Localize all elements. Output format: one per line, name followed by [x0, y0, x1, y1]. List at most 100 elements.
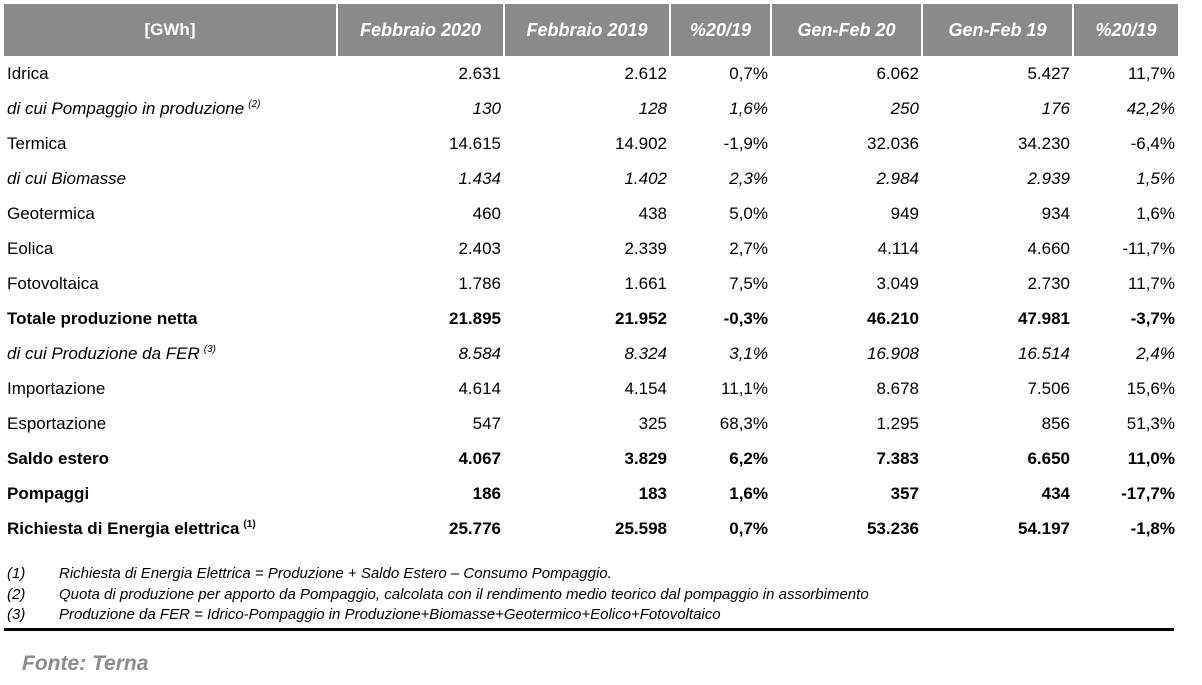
- value-cell: 8.678: [876, 378, 919, 398]
- row-label: Totale produzione netta: [7, 308, 198, 328]
- value-cell: 0,7%: [729, 518, 768, 538]
- table-row: Termica 14.615 14.902 -1,9% 32.036 34.230 -6,4…: [4, 126, 1178, 161]
- value-cell: 14.902: [615, 133, 667, 153]
- row-label: di cui Pompaggio in produzione: [7, 98, 245, 118]
- value-cell: 2.612: [624, 63, 667, 83]
- value-cell: 130: [472, 98, 501, 118]
- header-jan-feb-19: Gen-Feb 19: [922, 4, 1074, 56]
- value-cell: 949: [890, 203, 919, 223]
- value-cell: 25.598: [615, 518, 667, 538]
- value-cell: 1,6%: [729, 483, 768, 503]
- value-cell: 547: [472, 413, 501, 433]
- row-label: Idrica: [7, 63, 49, 83]
- value-cell: 15,6%: [1126, 378, 1175, 398]
- value-cell: 4.114: [877, 238, 919, 258]
- header-jan-feb-20: Gen-Feb 20: [771, 4, 923, 56]
- value-cell: 7.383: [876, 448, 919, 468]
- value-cell: 1.661: [624, 273, 667, 293]
- table-row: di cui Produzione da FER (3) 8.584 8.324 3,1…: [4, 336, 1178, 371]
- table-row: Richiesta di Energia elettrica (1) 25.776 2…: [4, 511, 1178, 546]
- table-row: Pompaggi 186 183 1,6% 357 434 -17,7%: [4, 476, 1178, 511]
- row-label: Esportazione: [7, 413, 107, 433]
- value-cell: -17,7%: [1121, 483, 1175, 503]
- row-label-cell: Richiesta di Energia elettrica (1): [4, 511, 337, 546]
- row-label: Geotermica: [7, 203, 95, 223]
- table-row: Esportazione 547 325 68,3% 1.295 856 51,3%: [4, 406, 1178, 441]
- row-label: Eolica: [7, 238, 54, 258]
- footnote-text: Produzione da FER = Idrico-Pompaggio in …: [59, 606, 721, 623]
- value-cell: 2.939: [1027, 168, 1070, 188]
- value-cell: 11,7%: [1128, 273, 1175, 293]
- value-cell: -0,3%: [723, 308, 768, 328]
- row-label-cell: Importazione: [4, 371, 337, 406]
- table-header-row: [GWh] Febbraio 2020 Febbraio 2019 %20/19…: [4, 4, 1178, 56]
- value-cell: 434: [1041, 483, 1070, 503]
- value-cell: 4.067: [458, 448, 501, 468]
- table-row: Importazione 4.614 4.154 11,1% 8.678 7.506 15,…: [4, 371, 1178, 406]
- header-unit: [GWh]: [4, 4, 338, 56]
- footnote-ref: (1): [243, 518, 256, 530]
- table-row: Idrica 2.631 2.612 0,7% 6.062 5.427 11,7%: [4, 56, 1178, 91]
- value-cell: 2.631: [458, 63, 501, 83]
- value-cell: 186: [472, 483, 501, 503]
- value-cell: 8.584: [458, 343, 501, 363]
- value-cell: 14.615: [449, 133, 501, 153]
- value-cell: 11,0%: [1127, 448, 1175, 468]
- footnote-number: (3): [7, 606, 26, 623]
- value-cell: 4.614: [458, 378, 501, 398]
- value-cell: 2,4%: [1136, 343, 1175, 363]
- row-label-cell: Esportazione: [4, 406, 337, 441]
- value-cell: 34.230: [1018, 133, 1070, 153]
- footnote: (3) Produzione da FER = Idrico-Pompaggio …: [7, 605, 1177, 626]
- value-cell: 5,0%: [729, 203, 768, 223]
- value-cell: -3,7%: [1130, 308, 1175, 328]
- table-row: Saldo estero 4.067 3.829 6,2% 7.383 6.650 11,0…: [4, 441, 1178, 476]
- value-cell: 4.154: [624, 378, 667, 398]
- value-cell: 8.324: [624, 343, 667, 363]
- value-cell: 21.895: [449, 308, 501, 328]
- row-label: di cui Produzione da FER: [7, 343, 200, 363]
- table-row: di cui Biomasse 1.434 1.402 2,3% 2.984 2.939 1…: [4, 161, 1178, 196]
- value-cell: 176: [1041, 98, 1070, 118]
- footnote: (2) Quota di produzione per apporto da Po…: [7, 585, 1177, 606]
- value-cell: 7.506: [1027, 378, 1070, 398]
- footnote: (1) Richiesta di Energia Elettrica = Prod…: [7, 564, 1177, 585]
- value-cell: 25.776: [449, 518, 501, 538]
- row-label: Importazione: [7, 378, 106, 398]
- value-cell: 53.236: [867, 518, 919, 538]
- value-cell: 1.434: [458, 168, 501, 188]
- row-label: Fotovoltaica: [7, 273, 99, 293]
- value-cell: 4.660: [1027, 238, 1070, 258]
- footnotes: (1) Richiesta di Energia Elettrica = Prod…: [7, 564, 1177, 626]
- value-cell: 2,3%: [729, 168, 768, 188]
- value-cell: 21.952: [615, 308, 667, 328]
- value-cell: 7,5%: [729, 273, 768, 293]
- value-cell: 32.036: [867, 133, 919, 153]
- value-cell: 3.829: [624, 448, 667, 468]
- header-feb-2020: Febbraio 2020: [337, 4, 505, 56]
- value-cell: 46.210: [867, 308, 919, 328]
- value-cell: 325: [638, 413, 667, 433]
- value-cell: 2.730: [1027, 273, 1070, 293]
- footnote-text: Richiesta di Energia Elettrica = Produzi…: [59, 565, 612, 582]
- row-label-cell: Saldo estero: [4, 441, 337, 476]
- value-cell: -6,4%: [1130, 133, 1175, 153]
- value-cell: 1.402: [624, 168, 667, 188]
- row-label-cell: Pompaggi: [4, 476, 337, 511]
- table-row: Fotovoltaica 1.786 1.661 7,5% 3.049 2.730 11,7…: [4, 266, 1178, 301]
- header-pct-ytd: %20/19: [1073, 4, 1178, 56]
- value-cell: -1,9%: [723, 133, 768, 153]
- row-label: Richiesta di Energia elettrica: [7, 518, 240, 538]
- row-label: Pompaggi: [7, 483, 90, 503]
- value-cell: 6,2%: [729, 448, 768, 468]
- row-label-cell: di cui Biomasse: [4, 161, 337, 196]
- footnote-number: (1): [7, 565, 26, 582]
- value-cell: 2.984: [876, 168, 919, 188]
- footnote-ref: (3): [203, 343, 217, 355]
- source-label: Fonte: Terna: [22, 652, 149, 675]
- table-row: Eolica 2.403 2.339 2,7% 4.114 4.660 -11,7%: [4, 231, 1178, 266]
- value-cell: 47.981: [1018, 308, 1070, 328]
- value-cell: -11,7%: [1122, 238, 1175, 258]
- row-label-cell: Termica: [4, 126, 337, 161]
- value-cell: 128: [638, 98, 667, 118]
